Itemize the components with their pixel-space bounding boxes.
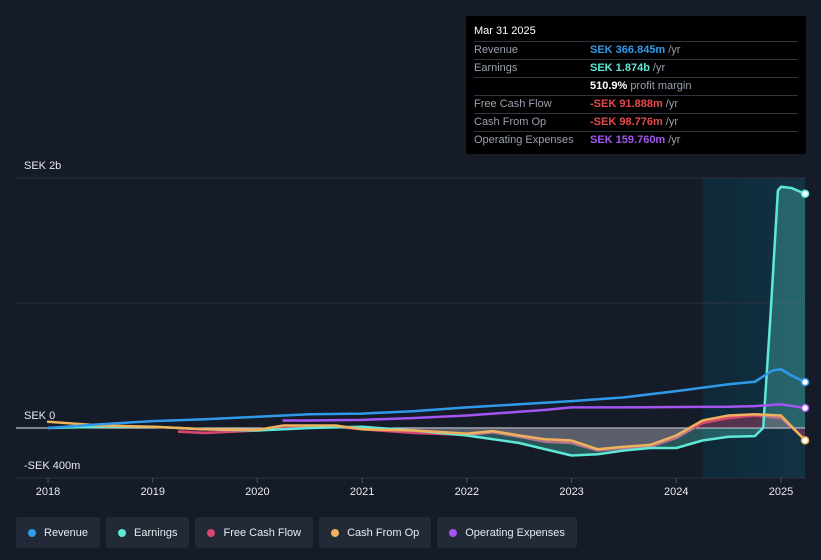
x-tick-label: 2025 xyxy=(769,486,793,498)
legend-item-revenue[interactable]: Revenue xyxy=(16,517,101,548)
tooltip-row-unit: /yr xyxy=(665,116,678,128)
y-axis-top-label: SEK 2b xyxy=(24,160,62,172)
legend-label: Cash From Op xyxy=(347,526,420,539)
tooltip-panel: Mar 31 2025 Revenue SEK 366.845m/yr Earnin… xyxy=(466,16,806,154)
tooltip-row-key: Free Cash Flow xyxy=(474,98,552,110)
legend-dot-icon xyxy=(118,528,127,537)
legend-dot-icon xyxy=(207,528,216,537)
tooltip-row-unit: profit margin xyxy=(630,80,692,92)
tooltip-row: Free Cash Flow -SEK 91.888m/yr xyxy=(474,96,798,114)
earnings-area xyxy=(48,186,806,456)
tooltip-row-value: SEK 159.760m xyxy=(590,134,666,146)
x-tick-label: 2019 xyxy=(140,486,164,498)
revenue-end-point xyxy=(800,377,810,387)
x-tick-label: 2023 xyxy=(559,486,583,498)
tooltip-row: 510.9% profit margin xyxy=(474,78,798,96)
legend-label: Earnings xyxy=(134,526,178,539)
cash-from-op-line xyxy=(46,413,807,451)
series-layer xyxy=(46,185,810,457)
y-axis-bottom-label: -SEK 400m xyxy=(24,460,81,472)
tooltip-row-unit: /yr xyxy=(652,62,666,74)
legend-item-cash-from-op[interactable]: Cash From Op xyxy=(319,517,432,548)
legend-item-earnings[interactable]: Earnings xyxy=(106,517,190,548)
legend-dot-icon xyxy=(449,528,458,537)
legend-label: Operating Expenses xyxy=(465,526,565,539)
free-cash-flow-area xyxy=(178,415,806,451)
tooltip-rows: Revenue SEK 366.845m/yr Earnings SEK 1.874b… xyxy=(474,42,798,149)
tooltip-row-key: Earnings xyxy=(474,62,518,74)
earnings-line xyxy=(46,185,807,457)
x-tick-label: 2024 xyxy=(664,486,688,498)
legend-dot-icon xyxy=(331,528,340,537)
tooltip-row: Earnings SEK 1.874b/yr xyxy=(474,60,798,78)
x-axis-ticks: 2018 2019 2020 2021 2022 2023 2024 2025 xyxy=(36,478,793,498)
tooltip-row-unit: /yr xyxy=(668,44,681,56)
legend-item-free-cash-flow[interactable]: Free Cash Flow xyxy=(195,517,314,548)
tooltip-row: Revenue SEK 366.845m/yr xyxy=(474,42,798,60)
tooltip-row-value: 510.9% xyxy=(590,80,628,92)
legend-dot-icon xyxy=(28,528,36,537)
x-tick-label: 2020 xyxy=(245,486,269,498)
tooltip-row-value: -SEK 98.776m xyxy=(590,116,663,128)
x-tick-label: 2018 xyxy=(36,486,60,498)
tooltip-row-key: Cash From Op xyxy=(474,116,547,128)
chart-canvas: 2018 2019 2020 2021 2022 2023 2024 2025 xyxy=(16,177,810,498)
tooltip-row-value: SEK 366.845m xyxy=(590,44,666,56)
operating-expenses-end-point xyxy=(800,403,810,413)
tooltip-row-unit: /yr xyxy=(668,134,681,146)
x-tick-label: 2022 xyxy=(455,486,479,498)
legend-label: Revenue xyxy=(44,526,89,539)
operating-expenses-line xyxy=(282,403,807,422)
tooltip-row-value: SEK 1.874b xyxy=(590,62,650,74)
tooltip-row-unit: /yr xyxy=(665,98,678,110)
legend-label: Free Cash Flow xyxy=(223,526,302,539)
x-tick-label: 2021 xyxy=(350,486,374,498)
cash-from-op-end-point xyxy=(800,436,810,445)
legend-item-operating-expenses[interactable]: Operating Expenses xyxy=(437,517,577,548)
tooltip-row-value: -SEK 91.888m xyxy=(590,98,663,110)
tooltip-row: Operating Expenses SEK 159.760m/yr xyxy=(474,132,798,149)
revenue-line xyxy=(46,368,807,430)
y-axis-zero-label: SEK 0 xyxy=(24,410,56,422)
tooltip-date: Mar 31 2025 xyxy=(474,24,798,42)
tooltip-row: Cash From Op -SEK 98.776m/yr xyxy=(474,114,798,132)
tooltip-row-key: Operating Expenses xyxy=(474,134,574,146)
tooltip-row-key xyxy=(474,78,590,95)
legend: Revenue Earnings Free Cash Flow Cash From O… xyxy=(16,517,577,548)
tooltip-row-key: Revenue xyxy=(474,44,519,56)
earnings-end-point xyxy=(800,189,810,198)
